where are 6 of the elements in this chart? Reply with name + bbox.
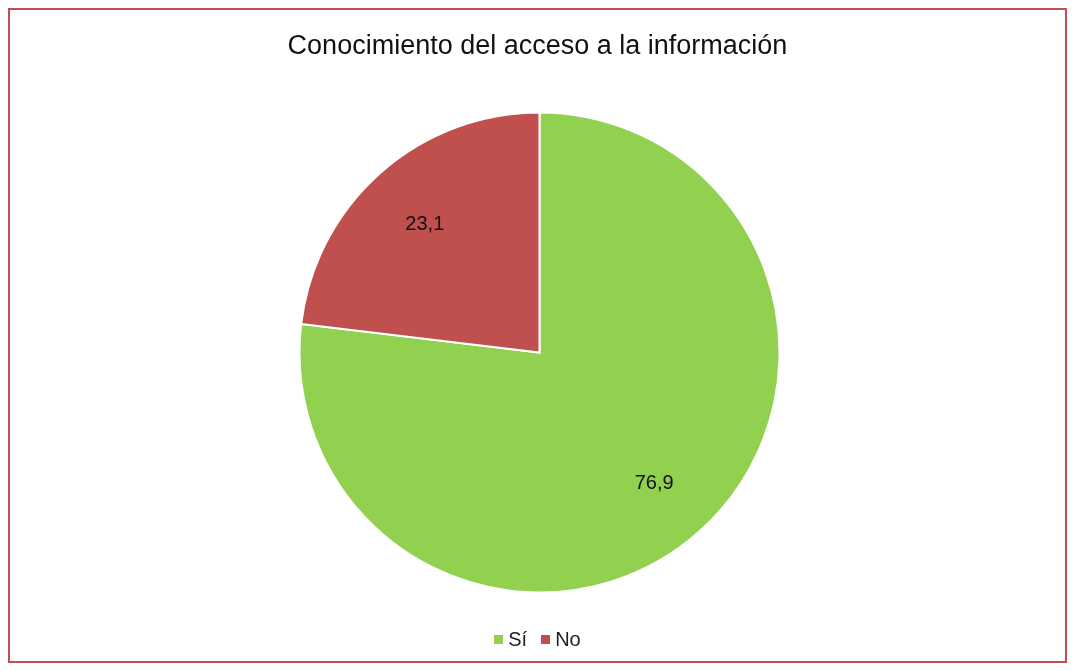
pie-slice: [298, 111, 781, 594]
chart-title: Conocimiento del acceso a la información: [286, 29, 789, 62]
legend-label: Sí: [508, 628, 528, 651]
data-label: 23,1: [405, 212, 445, 235]
data-label: 76,9: [634, 470, 674, 493]
legend-label: No: [555, 628, 581, 651]
